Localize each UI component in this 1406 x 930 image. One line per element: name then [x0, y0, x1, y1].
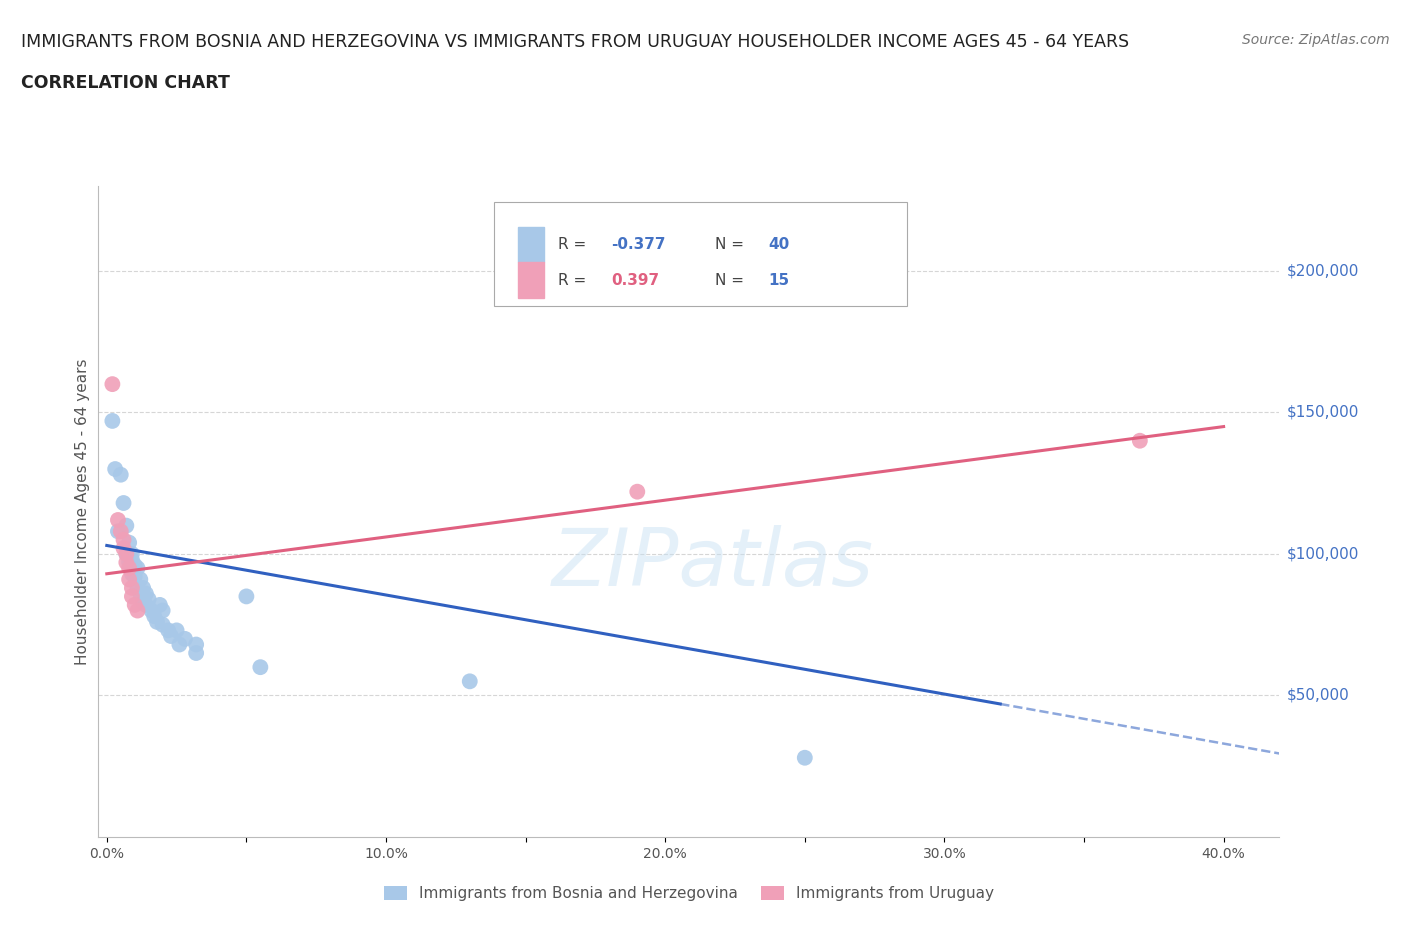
Text: R =: R =: [558, 272, 592, 288]
Point: [121, 552, 143, 567]
Point: [121, 566, 143, 581]
Legend: Immigrants from Bosnia and Herzegovina, Immigrants from Uruguay: Immigrants from Bosnia and Herzegovina, …: [378, 880, 1000, 908]
Point: [160, 629, 183, 644]
Point: [118, 535, 141, 550]
Text: 0.397: 0.397: [612, 272, 659, 288]
Point: [143, 609, 166, 624]
Point: [115, 518, 138, 533]
Point: [166, 623, 188, 638]
Point: [101, 377, 124, 392]
Text: ZIPatlas: ZIPatlas: [551, 525, 873, 603]
Text: 15: 15: [769, 272, 790, 288]
Point: [174, 631, 197, 646]
Y-axis label: Householder Income Ages 45 - 64 years: Householder Income Ages 45 - 64 years: [75, 358, 90, 665]
Text: CORRELATION CHART: CORRELATION CHART: [21, 74, 231, 92]
Point: [135, 586, 157, 601]
Point: [118, 561, 141, 576]
Text: $100,000: $100,000: [1286, 547, 1358, 562]
Point: [146, 615, 169, 630]
Point: [235, 589, 257, 604]
Text: R =: R =: [558, 237, 592, 252]
Point: [127, 561, 149, 576]
Point: [107, 512, 129, 527]
Point: [118, 555, 141, 570]
Point: [138, 591, 160, 606]
Point: [110, 467, 132, 482]
Point: [793, 751, 815, 765]
Bar: [517, 227, 544, 262]
Point: [110, 524, 132, 538]
Point: [129, 586, 152, 601]
Point: [127, 604, 149, 618]
Text: N =: N =: [716, 237, 749, 252]
Point: [135, 597, 157, 612]
Point: [129, 572, 152, 587]
Point: [186, 637, 208, 652]
Text: $200,000: $200,000: [1286, 263, 1358, 278]
Point: [115, 547, 138, 562]
Point: [124, 558, 146, 573]
Text: $50,000: $50,000: [1286, 688, 1350, 703]
Point: [121, 547, 143, 562]
Point: [101, 414, 124, 429]
Text: IMMIGRANTS FROM BOSNIA AND HERZEGOVINA VS IMMIGRANTS FROM URUGUAY HOUSEHOLDER IN: IMMIGRANTS FROM BOSNIA AND HERZEGOVINA V…: [21, 33, 1129, 50]
Bar: [517, 262, 544, 299]
Point: [115, 555, 138, 570]
Point: [121, 580, 143, 595]
Point: [124, 569, 146, 584]
Point: [132, 594, 155, 609]
Point: [186, 645, 208, 660]
Point: [127, 580, 149, 595]
Point: [626, 485, 648, 499]
Text: -0.377: -0.377: [612, 237, 666, 252]
Text: 40: 40: [769, 237, 790, 252]
Point: [112, 532, 135, 547]
Text: Source: ZipAtlas.com: Source: ZipAtlas.com: [1241, 33, 1389, 46]
Point: [458, 674, 481, 689]
Point: [152, 604, 174, 618]
Point: [157, 623, 180, 638]
Point: [115, 547, 138, 562]
Point: [121, 589, 143, 604]
Text: $150,000: $150,000: [1286, 405, 1358, 420]
Point: [104, 461, 127, 476]
Point: [169, 637, 191, 652]
Point: [118, 572, 141, 587]
Point: [149, 597, 172, 612]
Point: [124, 597, 146, 612]
Point: [152, 618, 174, 632]
Point: [132, 580, 155, 595]
Point: [141, 604, 163, 618]
FancyBboxPatch shape: [494, 203, 907, 307]
Point: [112, 496, 135, 511]
Point: [107, 524, 129, 538]
Point: [112, 541, 135, 556]
Point: [249, 659, 271, 674]
Text: N =: N =: [716, 272, 749, 288]
Point: [1129, 433, 1152, 448]
